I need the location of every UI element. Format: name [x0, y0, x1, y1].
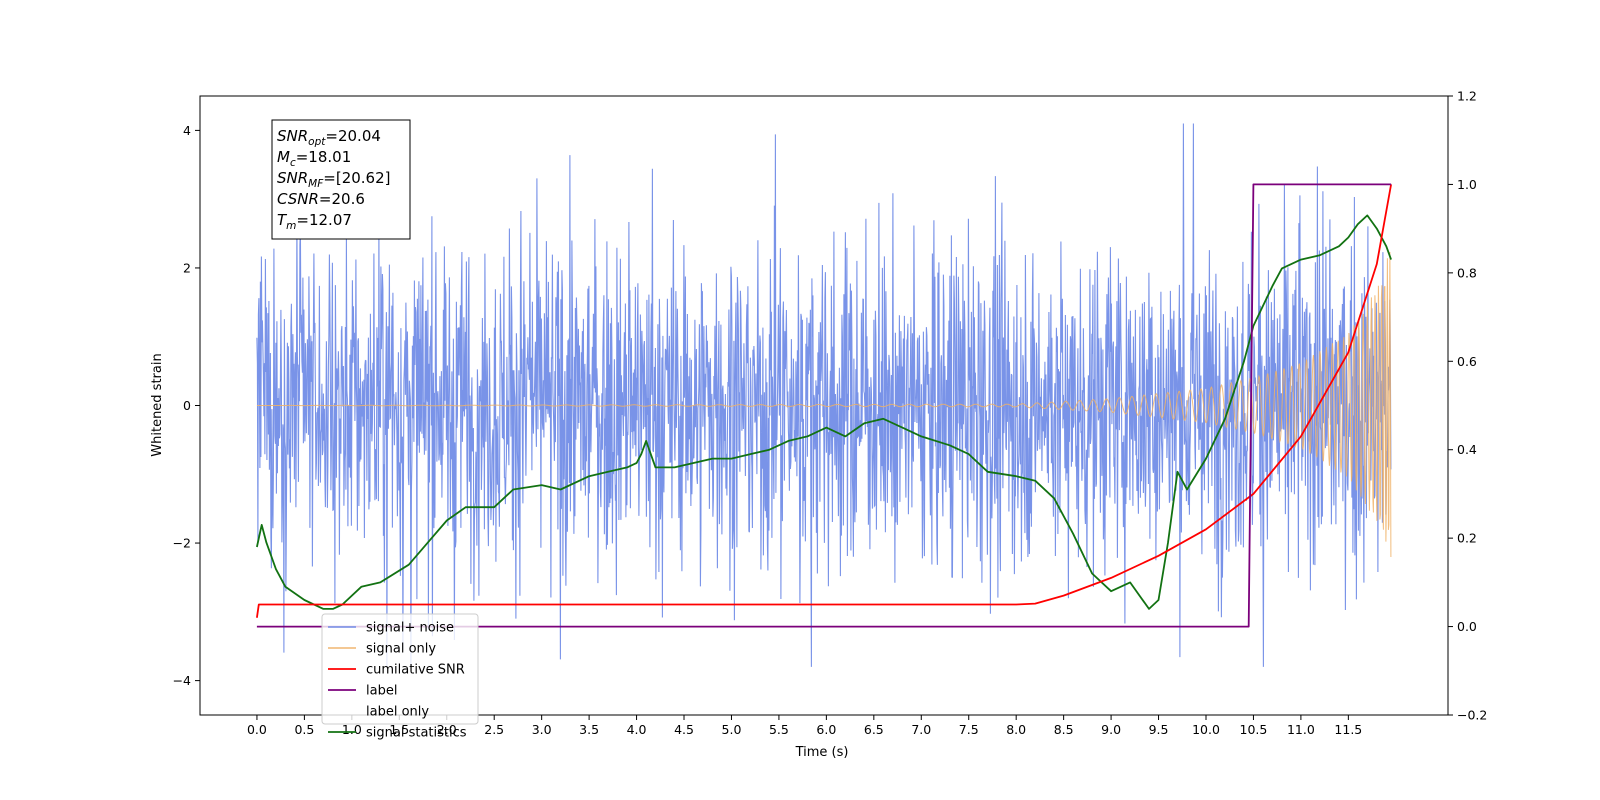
- x-tick-label: 11.5: [1334, 722, 1362, 737]
- x-axis-title: Time (s): [795, 745, 849, 760]
- x-tick-label: 0.5: [294, 722, 314, 737]
- x-tick-label: 10.5: [1240, 722, 1268, 737]
- x-tick-label: 5.5: [769, 722, 789, 737]
- annotation-variable: CSNR: [277, 190, 319, 208]
- legend-entry-label: signal only: [366, 642, 436, 657]
- y-left-tick-label: 2: [183, 260, 191, 275]
- y-left-tick-label: −2: [173, 536, 191, 551]
- x-tick-label: 4.0: [627, 722, 647, 737]
- x-tick-label: 9.0: [1101, 722, 1121, 737]
- annotation-subscript: c: [290, 157, 296, 169]
- annotation-line: CSNR=20.6: [277, 190, 365, 208]
- annotation-variable: SNR: [277, 127, 308, 145]
- series-label: [256, 183, 1392, 628]
- x-tick-label: 6.5: [864, 722, 884, 737]
- legend-entry-label: signal statistics: [366, 726, 467, 741]
- x-tick-label: 10.0: [1192, 722, 1220, 737]
- annotation-variable: SNR: [277, 169, 308, 187]
- y-right-tick-label: 0.0: [1457, 619, 1477, 634]
- y-axis-right: −0.2 0.0 0.2 0.4 0.6 0.8 1.0 1.2: [1448, 89, 1487, 723]
- legend-entry-label: label: [366, 684, 397, 699]
- annotation-value: =18.01: [296, 148, 352, 166]
- annotation-line: SNRopt=20.04: [277, 127, 381, 148]
- x-tick-label: 2.5: [484, 722, 504, 737]
- legend-entry-label: label only: [366, 705, 429, 720]
- y-right-tick-label: 1.0: [1457, 177, 1477, 192]
- x-tick-label: 7.0: [911, 722, 931, 737]
- signal-statistics-line: [256, 214, 1392, 610]
- x-tick-label: 8.0: [1006, 722, 1026, 737]
- x-tick-label: 11.0: [1287, 722, 1315, 737]
- x-tick-label: 3.5: [579, 722, 599, 737]
- series-signal-only: [256, 251, 1392, 558]
- annotation-variable: M: [277, 148, 290, 166]
- annotation-value: =[20.62]: [323, 169, 390, 187]
- x-tick-label: 8.5: [1054, 722, 1074, 737]
- x-tick-label: 2.0: [437, 722, 457, 737]
- y-right-tick-label: 0.8: [1457, 265, 1477, 280]
- x-tick-label: 5.0: [722, 722, 742, 737]
- y-left-tick-label: 0: [183, 398, 191, 413]
- annotation-subscript: MF: [308, 178, 324, 190]
- annotation-box: SNRopt=20.04Mc=18.01SNRMF=[20.62]CSNR=20…: [271, 119, 411, 240]
- series-cumulative-snr: [256, 184, 1392, 618]
- plot-area: [256, 123, 1392, 667]
- x-tick-label: 4.5: [674, 722, 694, 737]
- legend-entry-label: cumilative SNR: [366, 663, 465, 678]
- x-tick-label: 0.0: [247, 722, 267, 737]
- x-tick-label: 7.5: [959, 722, 979, 737]
- y-left-tick-label: 4: [183, 123, 191, 138]
- label-line: [256, 183, 1392, 628]
- y-axis-title: Whitened strain: [150, 353, 165, 456]
- legend: signal+ noise signal only cumilative SNR la…: [321, 613, 479, 741]
- x-tick-label: 9.5: [1149, 722, 1169, 737]
- annotation-subscript: m: [286, 220, 296, 232]
- legend-frame: [321, 613, 479, 725]
- annotation-variable: T: [277, 211, 288, 229]
- series-signal-noise: [256, 123, 1392, 667]
- cumulative-snr-line: [256, 184, 1392, 618]
- y-left-tick-label: −4: [173, 673, 191, 688]
- y-right-tick-label: 0.4: [1457, 442, 1477, 457]
- y-right-tick-label: 0.2: [1457, 531, 1477, 546]
- y-right-tick-label: 0.6: [1457, 354, 1477, 369]
- x-tick-label: 6.0: [816, 722, 836, 737]
- series-signal-statistics: [256, 214, 1392, 610]
- y-right-tick-label: −0.2: [1457, 708, 1487, 723]
- signal-only-line: [256, 251, 1392, 558]
- x-tick-label: 1.5: [389, 722, 409, 737]
- annotation-line: Mc=18.01: [277, 148, 351, 169]
- y-axis-left: −4 −2 0 2 4: [173, 123, 200, 688]
- annotation-line: Tm=12.07: [277, 211, 352, 232]
- x-tick-label: 1.0: [342, 722, 362, 737]
- annotation-value: =20.6: [319, 190, 365, 208]
- annotation-value: =12.07: [296, 211, 352, 229]
- x-axis: 0.0 0.5 1.0 1.5 2.0 2.5 3.0 3.5 4.0 4.5 5.0 5.5 6.0 6…: [247, 715, 1362, 737]
- y-right-tick-label: 1.2: [1457, 89, 1477, 104]
- annotation-line: SNRMF=[20.62]: [277, 169, 391, 190]
- legend-entry-label: signal+ noise: [366, 621, 454, 636]
- annotation-frame: [271, 119, 411, 240]
- x-tick-label: 3.0: [532, 722, 552, 737]
- signal-noise-line: [256, 123, 1392, 667]
- annotation-value: =20.04: [325, 127, 381, 145]
- annotation-subscript: opt: [308, 136, 326, 148]
